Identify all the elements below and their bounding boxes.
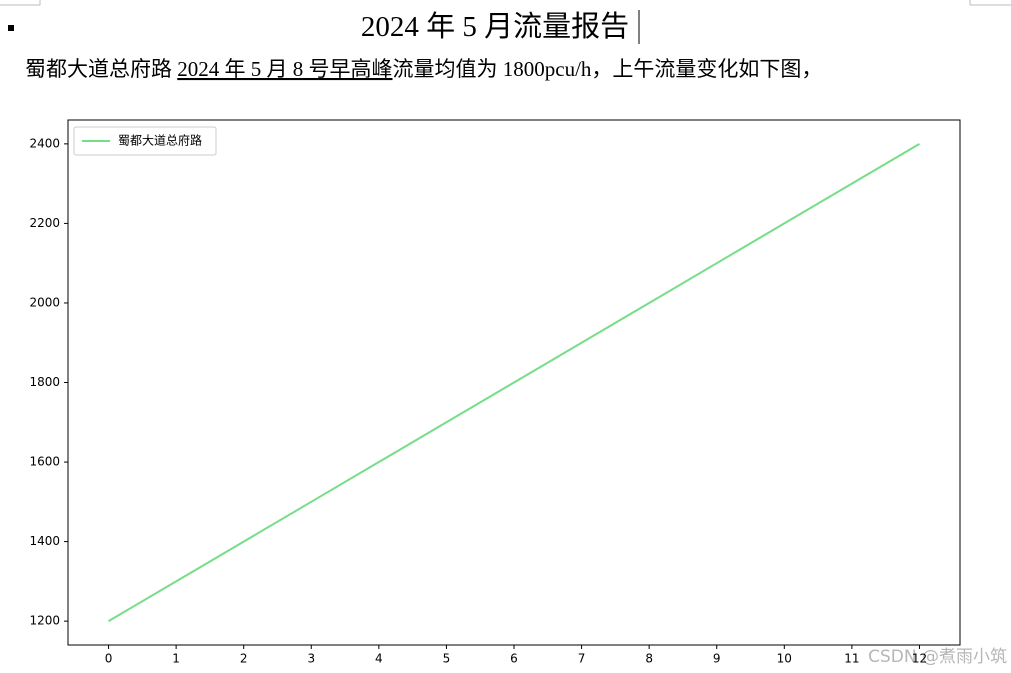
- x-tick-label: 1: [172, 652, 180, 666]
- legend-label: 蜀都大道总府路: [118, 133, 202, 148]
- y-tick-label: 2200: [29, 216, 60, 230]
- x-tick-label: 3: [307, 652, 315, 666]
- y-tick-label: 1200: [29, 614, 60, 628]
- y-tick-label: 1800: [29, 375, 60, 389]
- x-tick-label: 12: [912, 652, 927, 666]
- legend-box: [73, 126, 217, 156]
- bullet: [8, 25, 14, 31]
- x-tick-label: 11: [844, 652, 859, 666]
- y-tick-label: 2400: [29, 136, 60, 150]
- x-tick-label: 9: [713, 652, 721, 666]
- x-tick-label: 7: [578, 652, 586, 666]
- text-run: 流量均值为 1800pcu/h，上午流量变化如下图，: [393, 57, 823, 81]
- doc-paragraph: 蜀都大道总府路 2024 年 5 月 8 号早高峰流量均值为 1800pcu/h…: [25, 57, 822, 81]
- y-tick-label: 2000: [29, 295, 60, 309]
- x-tick-label: 10: [777, 652, 792, 666]
- x-tick-label: 8: [645, 652, 653, 666]
- text-run: 蜀都大道总府路: [25, 57, 177, 81]
- x-tick-label: 0: [105, 652, 113, 666]
- x-tick-label: 6: [510, 652, 518, 666]
- line-series: [108, 143, 920, 622]
- y-tick-label: 1400: [29, 534, 60, 548]
- watermark: CSDN @煮雨小筑: [868, 647, 1007, 667]
- doc-title: 2024 年 5 月流量报告: [361, 10, 629, 43]
- x-tick-label: 5: [443, 652, 451, 666]
- x-tick-label: 4: [375, 652, 383, 666]
- x-tick-label: 2: [240, 652, 248, 666]
- legend: 蜀都大道总府路: [73, 126, 217, 156]
- y-tick-label: 1600: [29, 455, 60, 469]
- text-run: 2024 年 5 月 8 号早高峰: [177, 57, 392, 81]
